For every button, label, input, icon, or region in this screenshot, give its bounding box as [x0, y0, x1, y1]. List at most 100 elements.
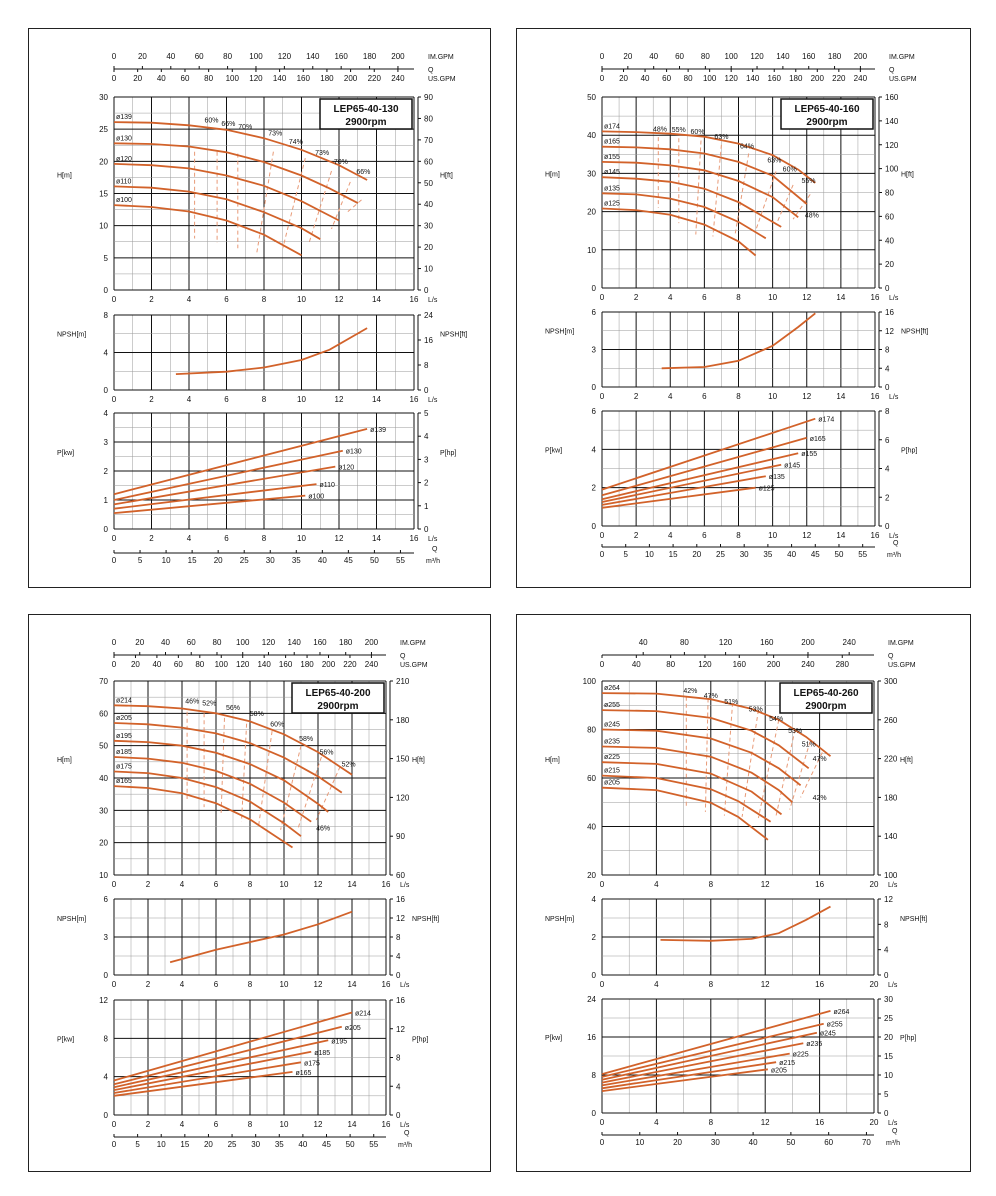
power-curve: [113, 1039, 329, 1089]
efficiency-line: [220, 717, 225, 814]
npsh-left-label: NPSH[m]: [545, 916, 574, 923]
head-panel: 20 40 60 80 100 100 140 180 220 260 300 H[m] H[ft] 0 4…: [545, 677, 913, 889]
speed-label: 2900rpm: [317, 701, 358, 712]
power-curve: [113, 449, 343, 501]
x-tick-label: 0: [600, 880, 605, 889]
imgpm-tick-label: 200: [365, 638, 379, 647]
x-tick-label: 4: [180, 1120, 185, 1129]
power-curve: [601, 463, 782, 503]
m3h-tick-label: 10: [645, 550, 654, 559]
usgpm-tick-label: 40: [632, 660, 641, 669]
m3h-tick-label: 50: [370, 556, 379, 565]
power-tick-label: 3: [104, 438, 109, 447]
efficiency-line: [331, 181, 351, 230]
m3h-tick-label: 0: [600, 550, 605, 559]
x-tick-label: 0: [112, 1120, 117, 1129]
head-right-tick-label: 300: [884, 677, 898, 686]
imgpm-tick-label: 20: [623, 52, 632, 61]
x-tick-label: 8: [709, 980, 714, 989]
head-right-tick-label: 60: [396, 871, 405, 880]
model-box: [291, 682, 385, 714]
npsh-right-tick-label: 0: [884, 971, 889, 980]
usgpm-tick-label: 200: [322, 660, 336, 669]
head-curve: [601, 145, 808, 205]
x-tick-label: 4: [668, 392, 673, 401]
x-tick-label: 0: [112, 295, 117, 304]
ls-label: L/s: [889, 295, 899, 302]
ls-label: L/s: [888, 1120, 898, 1127]
m3h-tick-label: 55: [396, 556, 405, 565]
impeller-label: ø155: [801, 451, 817, 458]
head-tick-label: 30: [587, 169, 596, 178]
power-left-label: P[kw]: [57, 450, 74, 457]
x-tick-label: 6: [702, 293, 707, 302]
x-tick-label: 12: [335, 534, 344, 543]
imgpm-tick-label: 60: [187, 638, 196, 647]
power-tick-label: 2: [104, 467, 109, 476]
impeller-label: ø264: [833, 1009, 849, 1016]
head-right-tick-label: 220: [884, 755, 898, 764]
npsh-left-label: NPSH[m]: [545, 329, 574, 336]
npsh-right-tick-label: 8: [885, 346, 890, 355]
x-tick-label: 8: [248, 880, 253, 889]
npsh-right-label: NPSH[ft]: [440, 332, 467, 339]
head-right-tick-label: 80: [424, 114, 433, 123]
x-tick-label: 0: [600, 392, 605, 401]
npsh-tick-label: 0: [104, 971, 109, 980]
impeller-label: ø139: [370, 427, 386, 434]
power-curve: [601, 1042, 804, 1084]
x-tick-label: 4: [654, 1118, 659, 1127]
head-left-label: H[m]: [545, 172, 560, 179]
head-right-tick-label: 20: [424, 243, 433, 252]
head-tick-label: 20: [99, 839, 108, 848]
head-tick-label: 0: [592, 284, 597, 293]
efficiency-line: [757, 719, 780, 819]
power-left-label: P[kw]: [57, 1037, 74, 1044]
head-tick-label: 40: [587, 823, 596, 832]
q-label: Q: [400, 653, 406, 660]
imgpm-tick-label: 120: [750, 52, 764, 61]
power-tick-label: 24: [587, 995, 596, 1004]
usgpm-tick-label: 40: [152, 660, 161, 669]
power-curve: [601, 1022, 824, 1078]
x-tick-label: 6: [224, 395, 229, 404]
imgpm-tick-label: 0: [112, 638, 117, 647]
head-curve: [601, 745, 794, 803]
head-tick-label: 30: [99, 806, 108, 815]
head-tick-label: 60: [99, 709, 108, 718]
efficiency-label: 66%: [356, 169, 370, 176]
x-tick-label: 8: [736, 293, 741, 302]
x-tick-label: 2: [634, 293, 639, 302]
x-tick-label: 2: [149, 534, 154, 543]
m3h-tick-label: 60: [824, 1138, 833, 1147]
impeller-label: ø235: [604, 738, 620, 745]
usgpm-tick-label: 120: [236, 660, 250, 669]
npsh-right-tick-label: 0: [424, 386, 429, 395]
head-curve: [113, 739, 329, 813]
efficiency-line: [297, 756, 322, 830]
x-tick-label: 14: [836, 293, 845, 302]
m3h-tick-label: 20: [673, 1138, 682, 1147]
x-tick-label: 20: [870, 980, 879, 989]
impeller-label: ø110: [116, 178, 132, 185]
usgpm-tick-label: 220: [368, 74, 382, 83]
x-tick-label: 0: [112, 980, 117, 989]
efficiency-line: [308, 170, 332, 244]
x-tick-label: 16: [871, 531, 880, 540]
m3h-tick-label: 45: [344, 556, 353, 565]
usgpm-tick-label: 140: [257, 660, 271, 669]
imgpm-tick-label: 180: [363, 52, 377, 61]
speed-label: 2900rpm: [805, 701, 846, 712]
power-tick-label: 0: [104, 525, 109, 534]
m3h-tick-label: 30: [740, 550, 749, 559]
x-tick-label: 8: [248, 980, 253, 989]
x-tick-label: 12: [761, 980, 770, 989]
power-curve: [113, 494, 306, 514]
npsh-panel: 0 2 4 0 4 8 12 NPSH[m] NPSH[ft] 0 4 8 12 16 20 L/s: [545, 895, 927, 989]
x-tick-label: 16: [410, 295, 419, 304]
npsh-tick-label: 8: [104, 311, 109, 320]
power-tick-label: 4: [592, 445, 597, 454]
power-curve: [601, 1068, 769, 1092]
efficiency-line: [792, 194, 811, 220]
